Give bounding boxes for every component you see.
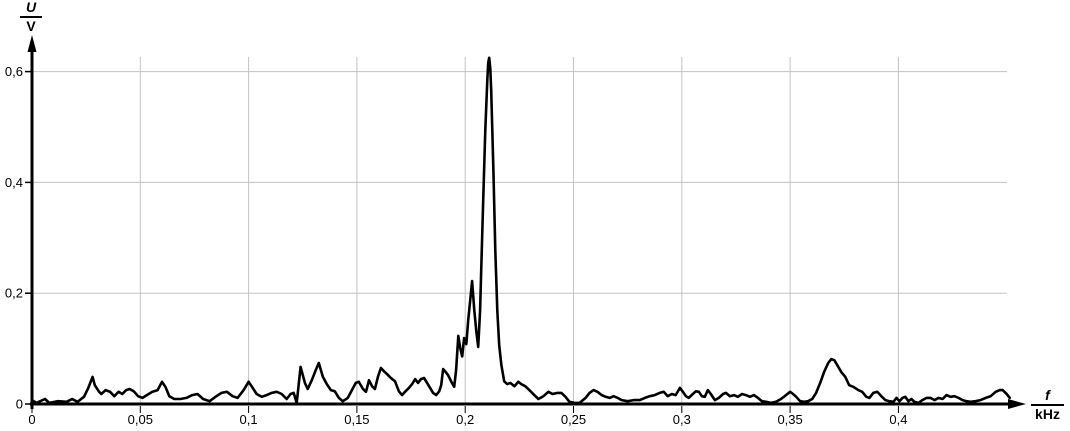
y-tick-label: 0,2 — [5, 286, 23, 301]
y-axis-label-denominator: V — [26, 18, 36, 34]
x-tick-label: 0,2 — [456, 412, 474, 427]
y-axis-label-numerator: U — [20, 0, 42, 18]
spectrum-trace — [30, 56, 1012, 405]
y-axis-arrow-icon — [27, 35, 37, 52]
x-axis-arrow-icon — [1008, 399, 1026, 409]
x-tick-label: 0,05 — [128, 412, 153, 427]
x-tick-label: 0,15 — [344, 412, 369, 427]
x-axis-label-numerator: f — [1031, 388, 1064, 406]
y-tick-label: 0,4 — [5, 175, 23, 190]
x-tick-label: 0,1 — [240, 412, 258, 427]
x-tick-label: 0,3 — [673, 412, 691, 427]
x-axis-label: f kHz — [1031, 388, 1064, 422]
y-axis-label: U V — [20, 0, 42, 34]
x-axis-label-denominator: kHz — [1035, 406, 1060, 422]
x-tick-label: 0,25 — [561, 412, 586, 427]
x-tick-label: 0,4 — [889, 412, 907, 427]
x-tick-label: 0 — [28, 412, 35, 427]
y-tick-label: 0 — [16, 397, 23, 412]
y-tick-label: 0,6 — [5, 64, 23, 79]
x-tick-label: 0,35 — [777, 412, 802, 427]
